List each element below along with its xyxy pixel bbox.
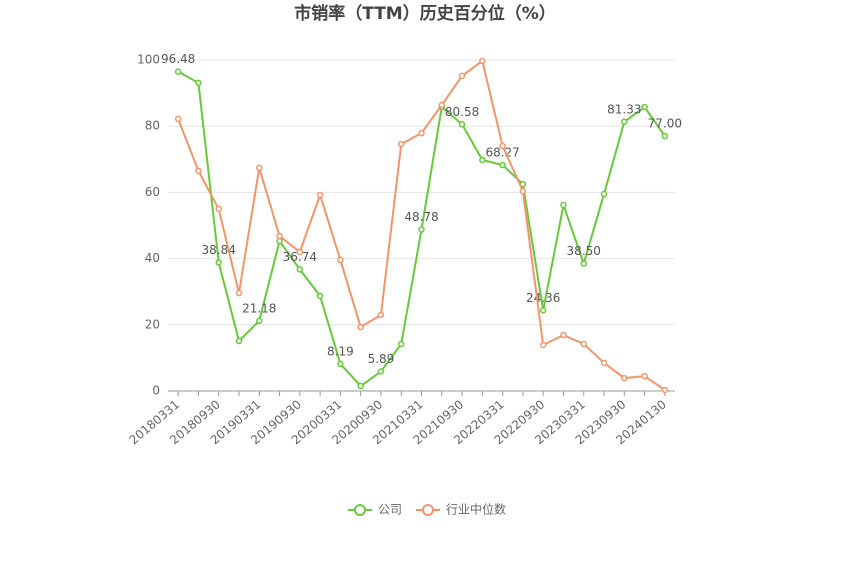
legend-label: 公司 [378, 503, 402, 517]
data-label: 80.58 [445, 105, 479, 119]
point [641, 372, 648, 380]
data-label: 96.48 [161, 52, 195, 66]
point [316, 191, 324, 199]
point [519, 187, 527, 195]
point [458, 72, 466, 80]
point [235, 289, 243, 297]
y-tick-label: 20 [145, 317, 160, 331]
y-tick-label: 100 [137, 53, 160, 67]
point [580, 340, 587, 348]
point [276, 232, 283, 240]
y-tick-label: 0 [152, 384, 160, 398]
point [357, 382, 364, 390]
point [580, 260, 587, 267]
data-label: 24.36 [526, 291, 560, 305]
data-label: 81.33 [607, 102, 641, 116]
chart-title: 市销率（TTM）历史百分位（%） [294, 3, 556, 24]
legend-label: 行业中位数 [446, 502, 506, 517]
point [337, 256, 344, 264]
point [539, 341, 547, 349]
point [539, 307, 547, 314]
point [418, 129, 425, 137]
point [195, 167, 202, 175]
point [418, 226, 425, 233]
point [661, 132, 669, 140]
point [479, 156, 486, 164]
point [174, 115, 182, 123]
point [458, 121, 466, 128]
point [235, 337, 243, 345]
legend-marker [422, 504, 434, 516]
y-tick-label: 60 [145, 185, 160, 199]
point [195, 79, 202, 87]
point [621, 374, 628, 382]
data-label: 8.19 [327, 344, 354, 358]
point [377, 311, 385, 319]
point [499, 161, 506, 169]
point [256, 317, 263, 325]
data-label: 36.74 [283, 250, 317, 264]
point [397, 140, 405, 148]
data-label: 21.18 [242, 301, 276, 315]
point [560, 331, 567, 339]
y-tick-label: 80 [145, 119, 160, 133]
point [296, 248, 304, 256]
point [377, 368, 385, 375]
point [316, 292, 324, 300]
point [600, 359, 608, 367]
point [621, 118, 628, 126]
data-label: 48.78 [404, 210, 438, 224]
point [438, 101, 446, 109]
y-tick-label: 40 [145, 251, 160, 265]
data-label: 38.50 [567, 244, 601, 258]
point [560, 201, 567, 209]
point [174, 68, 182, 75]
legend-marker [354, 504, 366, 516]
point [600, 190, 608, 198]
point [296, 266, 304, 273]
point [499, 142, 506, 150]
point [256, 164, 263, 172]
point [661, 386, 669, 394]
point [215, 205, 222, 213]
point [641, 103, 648, 111]
data-label: 5.89 [368, 352, 395, 366]
point [397, 340, 405, 348]
point [215, 259, 222, 266]
data-label: 77.00 [648, 117, 682, 131]
point [479, 57, 486, 65]
point [337, 360, 344, 368]
point [357, 323, 364, 331]
data-label: 68.27 [485, 146, 519, 160]
